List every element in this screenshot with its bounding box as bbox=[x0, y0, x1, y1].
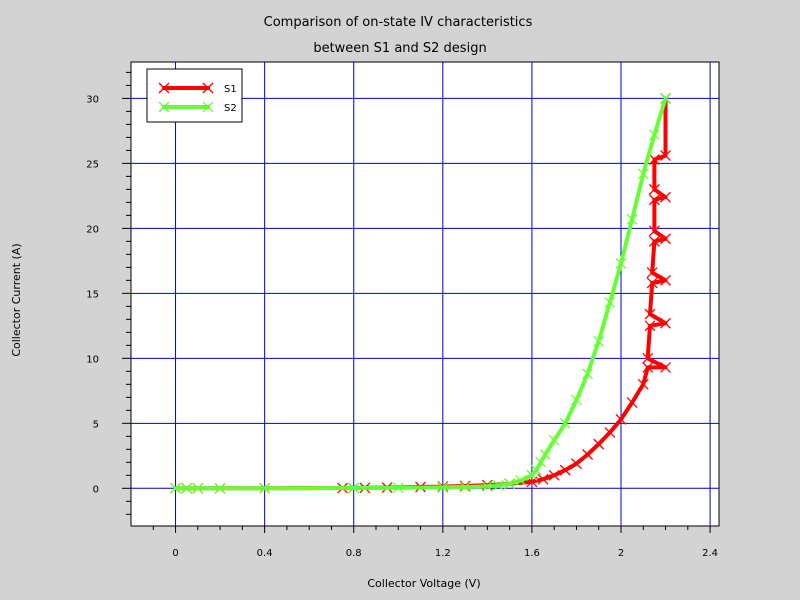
data-point-s2 bbox=[170, 482, 182, 494]
data-point-s2 bbox=[437, 481, 449, 493]
legend-box bbox=[146, 68, 243, 123]
data-point-s1 bbox=[548, 469, 560, 481]
data-point-s1 bbox=[642, 352, 654, 364]
data-point-s2 bbox=[504, 478, 516, 490]
legend-label: S2 bbox=[224, 103, 237, 114]
data-point-s2 bbox=[539, 449, 551, 460]
data-point-s2 bbox=[626, 213, 638, 225]
data-point-s2 bbox=[535, 456, 547, 468]
data-point-s1 bbox=[646, 267, 658, 279]
data-point-s2 bbox=[530, 464, 542, 476]
data-point-s1 bbox=[582, 449, 594, 460]
data-point-s2 bbox=[481, 480, 493, 492]
data-point-s2 bbox=[348, 482, 360, 494]
y-tick-label: 15 bbox=[86, 289, 99, 300]
data-point-s1 bbox=[615, 413, 627, 425]
data-point-s1 bbox=[570, 458, 582, 470]
legend: S1 S2 bbox=[146, 68, 243, 123]
data-point-s1 bbox=[626, 397, 638, 408]
data-point-s2 bbox=[259, 482, 271, 494]
data-point-s2 bbox=[660, 92, 672, 104]
data-point-s1 bbox=[660, 150, 672, 162]
x-tick-label: 0.8 bbox=[346, 548, 362, 559]
data-point-s2 bbox=[615, 257, 627, 269]
x-tick-label: 2.4 bbox=[702, 548, 718, 559]
data-point-s2 bbox=[570, 394, 582, 406]
x-tick-label: 2 bbox=[618, 548, 624, 559]
data-point-s1 bbox=[559, 464, 571, 476]
data-point-s2 bbox=[582, 368, 594, 380]
y-tick-label: 10 bbox=[86, 354, 99, 365]
x-tick-label: 1.2 bbox=[435, 548, 451, 559]
data-point-s1 bbox=[637, 378, 649, 390]
y-tick-label: 5 bbox=[93, 419, 99, 430]
data-point-s2 bbox=[192, 482, 204, 494]
data-point-s2 bbox=[648, 129, 660, 141]
data-point-s1 bbox=[648, 194, 660, 206]
data-point-s2 bbox=[459, 481, 471, 493]
grid-lines bbox=[131, 62, 719, 526]
data-point-s2 bbox=[392, 482, 404, 494]
x-tick-label: 1.6 bbox=[524, 548, 540, 559]
data-point-s1 bbox=[644, 308, 656, 320]
y-tick-label: 0 bbox=[93, 484, 99, 495]
data-series bbox=[170, 92, 672, 494]
y-tick-label: 25 bbox=[86, 159, 99, 170]
x-tick-label: 0 bbox=[172, 548, 178, 559]
data-point-s2 bbox=[604, 296, 616, 308]
data-point-s2 bbox=[559, 417, 571, 429]
data-point-s1 bbox=[648, 225, 660, 237]
data-point-s1 bbox=[648, 154, 660, 165]
data-point-s1 bbox=[642, 361, 654, 373]
data-point-s1 bbox=[644, 320, 656, 332]
y-axis-label: Collector Current (A) bbox=[10, 243, 23, 356]
x-axis-label: Collector Voltage (V) bbox=[367, 577, 480, 590]
legend-entry-s1: S1 bbox=[158, 82, 237, 95]
data-point-s1 bbox=[646, 277, 658, 289]
data-point-s1 bbox=[648, 183, 660, 195]
axis-ticks: 0 0.4 0.8 1.2 1.6 2 2.4 0 5 10 15 20 25 30 bbox=[86, 71, 718, 559]
chart-subtitle: between S1 and S2 design bbox=[313, 41, 486, 56]
data-point-s1 bbox=[648, 235, 660, 247]
data-point-s2 bbox=[548, 434, 560, 446]
chart-title: Comparison of on-state IV characteristic… bbox=[264, 15, 533, 30]
plot-area bbox=[130, 61, 720, 527]
data-point-s1 bbox=[660, 233, 672, 245]
legend-label: S1 bbox=[224, 84, 237, 95]
data-point-s1 bbox=[593, 438, 605, 450]
data-point-s2 bbox=[637, 168, 649, 180]
data-point-s2 bbox=[593, 335, 605, 347]
data-point-s2 bbox=[181, 482, 193, 494]
data-point-s2 bbox=[515, 475, 527, 486]
legend-entry-s2: S2 bbox=[158, 101, 237, 114]
y-tick-label: 30 bbox=[86, 94, 99, 105]
x-tick-label: 0.4 bbox=[257, 548, 273, 559]
data-point-s1 bbox=[660, 361, 672, 373]
data-point-s2 bbox=[214, 482, 226, 494]
y-tick-label: 20 bbox=[86, 224, 99, 235]
data-point-s2 bbox=[493, 479, 504, 491]
data-point-s1 bbox=[660, 191, 672, 203]
data-point-s1 bbox=[660, 274, 672, 286]
data-point-s1 bbox=[604, 426, 616, 438]
data-point-s1 bbox=[660, 317, 672, 329]
data-point-s1 bbox=[537, 473, 549, 485]
